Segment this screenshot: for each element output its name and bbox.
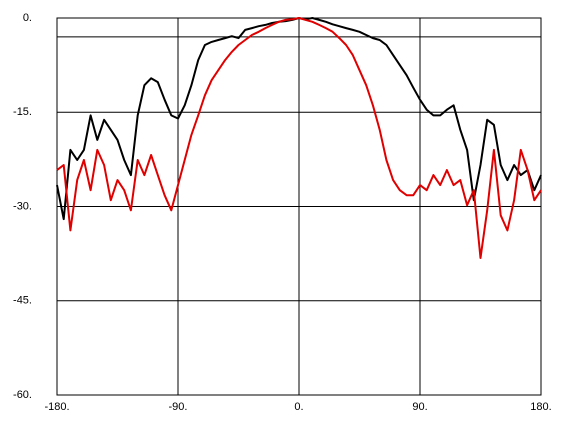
x-tick-label: -90. — [169, 401, 188, 413]
y-tick-label: 0. — [23, 12, 32, 24]
y-tick-label: -45. — [13, 295, 32, 307]
x-tick-label: 180. — [530, 401, 551, 413]
x-tick-label: -180. — [44, 401, 69, 413]
y-tick-label: -60. — [13, 389, 32, 401]
series-line — [56, 17, 542, 259]
y-tick-label: -15. — [13, 106, 32, 118]
x-tick-label: 0. — [294, 401, 303, 413]
y-tick-label: -30. — [13, 200, 32, 212]
x-tick-label: 90. — [412, 401, 427, 413]
